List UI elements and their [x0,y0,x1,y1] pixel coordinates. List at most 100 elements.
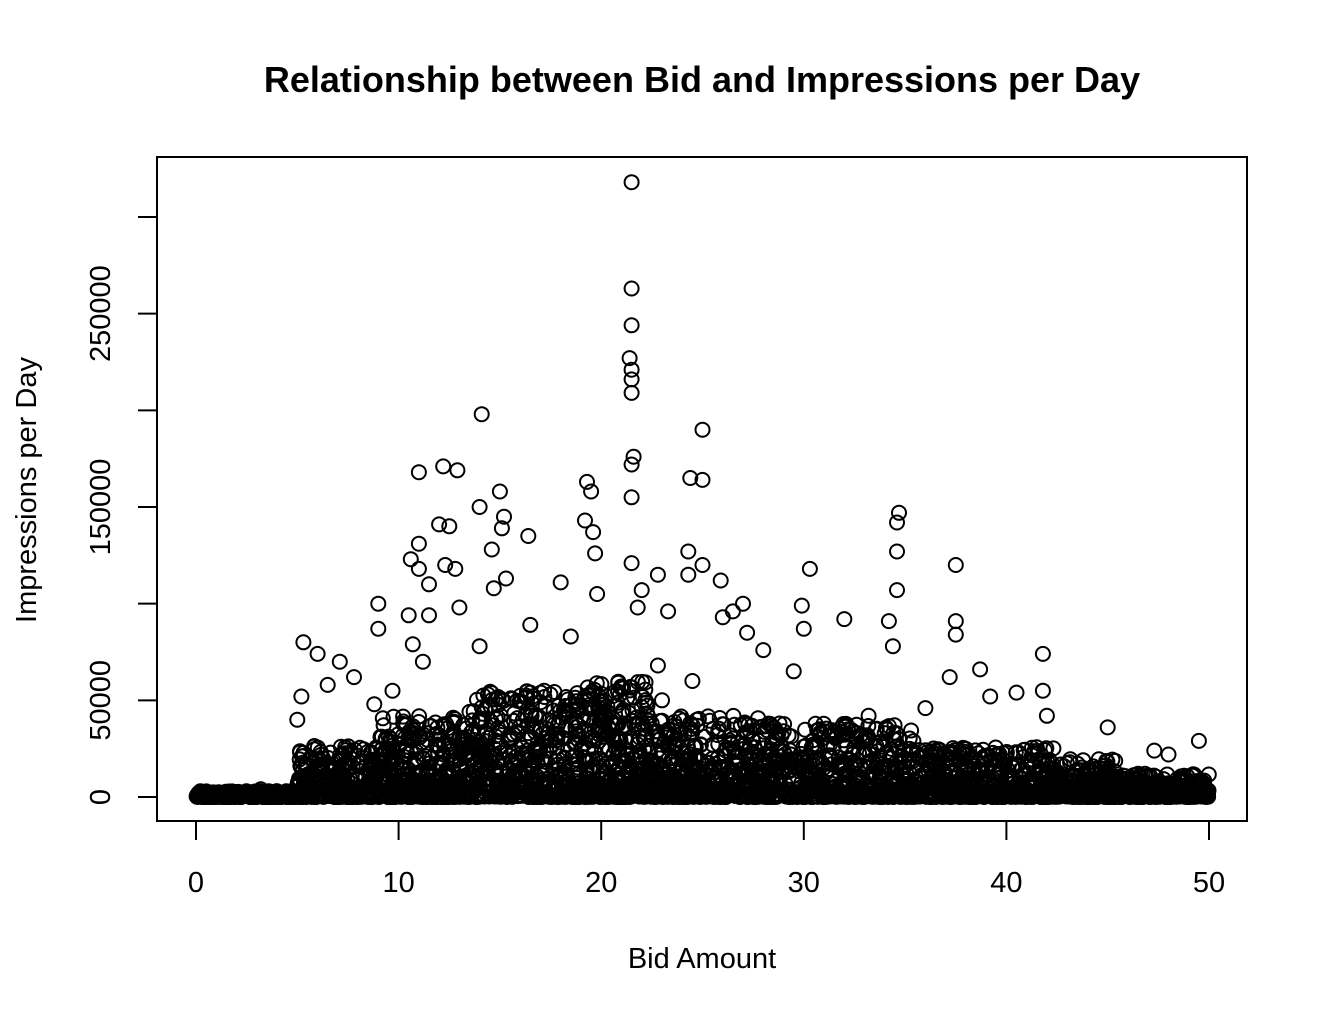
data-point [1079,789,1095,805]
data-point [1007,788,1024,805]
data-point [896,759,913,775]
data-point [299,766,316,783]
data-point [1200,787,1216,804]
data-point [795,788,812,805]
data-point [519,742,536,759]
data-point [880,613,897,630]
data-point [838,737,855,754]
data-point [576,753,593,770]
data-point [295,634,312,651]
data-point [860,788,877,805]
data-point [1077,779,1094,796]
data-point [784,788,801,805]
data-point [762,762,779,779]
data-point [828,788,845,805]
data-point [526,789,543,805]
data-point [552,574,569,591]
data-point [1034,682,1051,699]
data-point [589,586,606,602]
data-point [496,508,512,525]
data-point [504,767,521,784]
data-point [385,784,402,801]
data-point [809,722,826,739]
data-point [809,778,826,795]
data-point [408,753,425,770]
data-point [619,747,636,764]
data-point [577,512,593,529]
data-point [873,769,890,786]
data-point [309,645,326,662]
data-point [494,713,511,730]
data-point [537,698,554,715]
data-point [579,473,595,490]
data-point [715,716,732,733]
data-point [493,520,510,537]
data-point [410,560,427,577]
data-point [868,720,885,737]
data-point [562,628,579,645]
data-point [518,762,535,779]
data-point [471,773,488,790]
data-point [1125,788,1142,805]
data-point [498,570,514,587]
data-point [421,607,437,624]
data-point [891,785,908,802]
data-point [705,788,722,805]
data-point [329,778,346,795]
data-point [875,736,892,753]
data-point [314,758,331,775]
data-point [903,722,920,739]
data-point [759,722,776,739]
data-point [639,705,656,722]
data-point [633,582,650,599]
data-point [481,747,498,764]
data-point [411,708,428,725]
data-point [601,758,618,775]
data-point [1160,746,1177,763]
data-point [680,566,697,583]
data-point [303,781,320,797]
data-point [418,766,435,783]
x-tick-label: 30 [788,867,820,899]
data-point [366,696,383,713]
data-point [525,688,542,705]
data-point [585,524,602,541]
data-point [304,774,321,791]
data-point [836,788,852,805]
data-point [1182,775,1199,792]
data-point [289,711,306,728]
data-point [692,767,709,784]
data-point [649,566,666,583]
data-point [355,741,372,758]
data-point [594,782,611,799]
data-point [625,448,642,465]
data-point [536,764,553,781]
data-point [941,755,958,772]
data-point [334,746,351,763]
data-point [463,772,480,789]
data-point [963,789,980,805]
data-point [474,712,491,728]
data-point [623,555,640,572]
data-point [650,779,667,796]
data-point [1013,788,1030,805]
data-point [1190,732,1207,749]
data-point [811,755,828,772]
data-point [716,787,733,804]
data-point [559,691,576,708]
data-point [948,773,965,790]
data-point [678,764,694,781]
data-point [463,788,479,805]
data-point [410,535,427,552]
data-point [684,778,701,795]
data-point [1078,762,1095,779]
data-point [622,759,639,775]
data-point [842,721,859,738]
data-point [543,789,560,805]
data-point [404,770,421,787]
y-tick-label: 50000 [85,660,117,741]
x-axis: 0 10 20 30 40 50 [188,820,1225,899]
data-point [251,788,268,805]
data-point [891,504,907,521]
data-point [326,789,343,805]
